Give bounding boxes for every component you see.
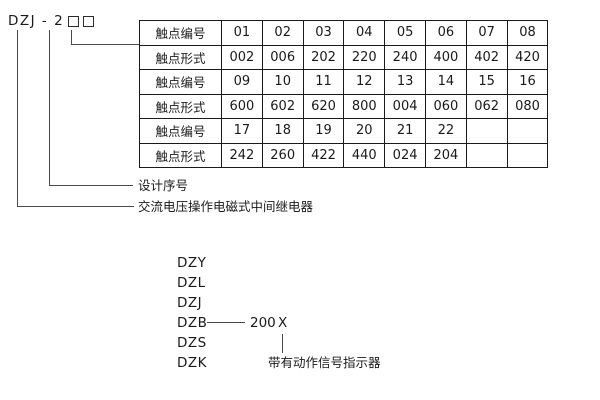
table-row-label: 触点形式 [139,142,222,168]
table-cell: 03 [302,20,345,46]
table-cell: 04 [343,20,386,46]
dzb-horizontal-line [207,322,245,323]
table-cell: 002 [221,44,263,70]
series-item-dzj: DZJ [177,295,203,311]
table-cell [506,142,549,168]
series-item-dzs: DZS [177,335,207,351]
table-cell: 08 [506,20,549,46]
table-cell: 06 [424,20,467,46]
table-cell [506,118,549,144]
table-row: 触点形式 002 006 202 220 240 400 402 420 [139,44,549,70]
table-cell: 800 [343,93,386,119]
relay-type-horizontal-line [17,206,134,207]
table-row: 触点编号 09 10 11 12 13 14 15 16 [139,69,549,95]
table-cell: 420 [506,44,549,70]
table-cell: 22 [424,118,467,144]
table-cell: 024 [384,142,426,168]
table-cell: 400 [424,44,467,70]
indicator-label: 带有动作信号指示器 [268,355,381,370]
table-cell: 260 [261,142,304,168]
contact-code-vertical-line [71,30,72,45]
table-cell: 10 [261,69,304,95]
series-item-dzk: DZK [177,355,207,371]
series-item-dzy: DZY [177,255,207,271]
table-cell: 12 [343,69,386,95]
dzb-number: 200 [250,315,276,331]
table-cell: 14 [424,69,467,95]
table-cell: 02 [261,20,304,46]
table-row: 触点编号 01 02 03 04 05 06 07 08 [139,20,549,46]
relay-type-vertical-line [17,30,18,207]
table-cell: 080 [506,93,549,119]
table-cell: 05 [384,20,426,46]
model-code: DZJ - 2 [8,13,95,29]
table-cell: 15 [465,69,508,95]
table-cell: 20 [343,118,386,144]
table-cell [465,118,508,144]
table-cell: 19 [302,118,345,144]
table-cell [465,142,508,168]
table-cell: 204 [424,142,467,168]
table-row: 触点形式 600 602 620 800 004 060 062 080 [139,93,549,119]
table-cell: 006 [261,44,304,70]
series-item-dzl: DZL [177,275,206,291]
dzb-suffix: X [278,315,288,331]
table-cell: 202 [302,44,345,70]
table-cell: 01 [221,20,263,46]
series-item-dzb: DZB [177,315,208,331]
table-cell: 17 [221,118,263,144]
contact-code-horizontal-line [71,44,139,45]
table-cell: 220 [343,44,386,70]
table-cell: 09 [221,69,263,95]
table-cell: 422 [302,142,345,168]
table-cell: 620 [302,93,345,119]
table-row-label: 触点形式 [139,93,222,119]
table-row: 触点编号 17 18 19 20 21 22 [139,118,549,144]
contact-table: 触点编号 01 02 03 04 05 06 07 08 触点形式 002 00… [139,20,549,168]
table-row-label: 触点形式 [139,44,222,70]
design-serial-label: 设计序号 [138,178,189,193]
table-cell: 060 [424,93,467,119]
table-cell: 242 [221,142,263,168]
table-cell: 18 [261,118,304,144]
table-cell: 004 [384,93,426,119]
table-cell: 402 [465,44,508,70]
table-cell: 13 [384,69,426,95]
table-row-label: 触点编号 [139,69,222,95]
table-row: 触点形式 242 260 422 440 024 204 [139,142,549,168]
code-placeholder-box-1 [68,15,80,27]
table-cell: 240 [384,44,426,70]
design-serial-horizontal-line [49,185,133,186]
table-cell: 07 [465,20,508,46]
model-code-text: DZJ - 2 [8,13,65,29]
design-serial-vertical-line [49,30,50,186]
code-placeholder-box-2 [83,15,95,27]
table-cell: 062 [465,93,508,119]
table-cell: 16 [506,69,549,95]
table-cell: 600 [221,93,263,119]
table-cell: 11 [302,69,345,95]
indicator-vertical-line [282,334,283,353]
table-cell: 21 [384,118,426,144]
table-row-label: 触点编号 [139,118,222,144]
table-cell: 440 [343,142,386,168]
relay-type-label: 交流电压操作电磁式中间继电器 [138,199,314,214]
table-row-label: 触点编号 [139,20,222,46]
table-cell: 602 [261,93,304,119]
